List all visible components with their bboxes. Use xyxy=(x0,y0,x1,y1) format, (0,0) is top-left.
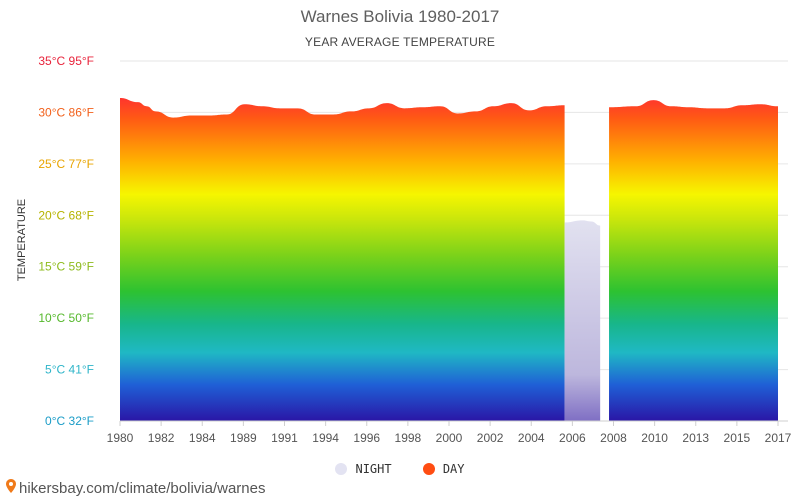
x-tick-label: 2017 xyxy=(765,431,792,445)
legend-item-day[interactable]: DAY xyxy=(422,462,465,476)
x-tick-label: 1984 xyxy=(189,431,216,445)
x-tick-label: 1989 xyxy=(230,431,257,445)
night-area-gap xyxy=(564,220,601,421)
chart-legend: NIGHT DAY xyxy=(0,462,800,478)
band-strip xyxy=(266,220,281,421)
y-tick-label: 0°C 32°F xyxy=(45,414,94,428)
legend-label-day: DAY xyxy=(442,462,465,476)
x-tick-label: 1998 xyxy=(395,431,422,445)
y-tick-label: 5°C 41°F xyxy=(45,363,94,377)
x-tick-label: 2006 xyxy=(559,431,586,445)
chart-subtitle: YEAR AVERAGE TEMPERATURE xyxy=(304,35,496,49)
x-tick-label: 1996 xyxy=(353,431,380,445)
legend-swatch-night xyxy=(335,463,348,475)
night-area xyxy=(120,198,778,421)
y-tick-label: 35°C 95°F xyxy=(38,54,94,68)
y-tick-label: 25°C 77°F xyxy=(38,157,94,171)
source-url: hikersbay.com/climate/bolivia/warnes xyxy=(19,479,266,497)
x-tick-label: 1982 xyxy=(148,431,175,445)
y-tick-label: 15°C 59°F xyxy=(38,260,94,274)
chart-title: Warnes Bolivia 1980-2017 xyxy=(300,7,500,26)
night-overlay-group xyxy=(120,198,778,421)
x-tick-label: 1991 xyxy=(271,431,298,445)
location-pin-icon xyxy=(6,479,16,497)
x-tick-label: 2010 xyxy=(641,431,668,445)
night-gap-group xyxy=(564,220,601,421)
x-tick-label: 1980 xyxy=(107,431,134,445)
band-strip xyxy=(195,220,209,421)
legend-item-night[interactable]: NIGHT xyxy=(335,462,392,476)
x-tick-label: 2004 xyxy=(518,431,545,445)
x-tick-label: 2015 xyxy=(724,431,751,445)
band-strip xyxy=(711,220,725,421)
y-tick-label: 20°C 68°F xyxy=(38,208,94,222)
legend-label-night: NIGHT xyxy=(355,462,392,476)
source-footer[interactable]: hikersbay.com/climate/bolivia/warnes xyxy=(6,479,265,497)
legend-swatch-day xyxy=(422,463,435,475)
x-tick-label: 2008 xyxy=(600,431,627,445)
x-tick-label: 2013 xyxy=(682,431,709,445)
y-tick-label: 10°C 50°F xyxy=(38,311,94,325)
x-tick-label: 1994 xyxy=(312,431,339,445)
y-tick-label: 30°C 86°F xyxy=(38,105,94,119)
x-tick-label: 2002 xyxy=(477,431,504,445)
x-tick-label: 2000 xyxy=(436,431,463,445)
